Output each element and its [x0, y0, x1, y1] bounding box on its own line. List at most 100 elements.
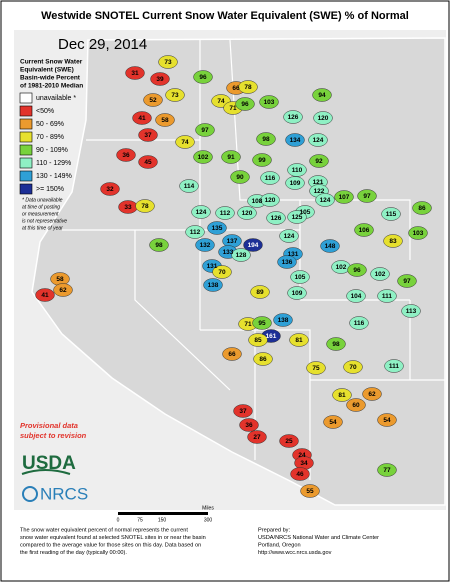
- basin-label: 78: [244, 84, 252, 91]
- basin: [235, 97, 255, 111]
- basin: [143, 93, 163, 107]
- basin-label: 194: [248, 242, 259, 249]
- scale-tick: 300: [204, 517, 213, 523]
- basin-label: 83: [389, 238, 397, 245]
- basin-label: 99: [258, 157, 266, 164]
- basin-label: 71: [229, 105, 237, 112]
- basin: [138, 155, 158, 169]
- basin: [135, 199, 155, 213]
- basin-label: 86: [259, 356, 267, 363]
- basin: [185, 225, 205, 239]
- basin: [252, 316, 272, 330]
- basin-label: 120: [318, 115, 329, 122]
- basin: [306, 361, 326, 375]
- basin-label: 102: [198, 154, 209, 161]
- basin-label: 113: [406, 308, 417, 315]
- basin-label: 124: [196, 209, 207, 216]
- basin: [377, 413, 397, 427]
- basin-label: 114: [184, 183, 195, 190]
- basin: [315, 193, 335, 207]
- basin-label: 78: [141, 203, 149, 210]
- basin-label: 25: [285, 438, 293, 445]
- basin: [347, 263, 367, 277]
- basin-label: 116: [265, 175, 276, 182]
- basin-label: 98: [332, 341, 340, 348]
- basin-label: 102: [375, 271, 386, 278]
- basin: [100, 182, 120, 196]
- legend-note: * Data unavailable: [22, 197, 63, 203]
- basin-label: 102: [336, 264, 347, 271]
- border: [134, 230, 231, 391]
- legend-label: 110 - 129%: [36, 160, 71, 167]
- basin: [277, 255, 297, 269]
- basin: [313, 111, 333, 125]
- basin-label: 62: [368, 391, 376, 398]
- scale-tick: 0: [117, 517, 120, 523]
- provisional: subject to revision: [20, 431, 87, 440]
- basin-label: 125: [292, 214, 303, 221]
- basin: [53, 283, 73, 297]
- basin-label: 70: [349, 364, 357, 371]
- basin: [132, 111, 152, 125]
- basin: [155, 113, 175, 127]
- basin: [283, 110, 303, 124]
- legend-title: of 1981-2010 Median: [20, 83, 83, 90]
- basin: [193, 150, 213, 164]
- basin: [287, 286, 307, 300]
- basin: [273, 313, 293, 327]
- basin-label: 85: [254, 337, 262, 344]
- basin-label: 128: [236, 252, 247, 259]
- basin-label: 120: [242, 210, 253, 217]
- basin: [343, 360, 363, 374]
- basin-label: 46: [296, 471, 304, 478]
- basin-label: 106: [359, 227, 370, 234]
- basin: [215, 206, 235, 220]
- basin: [193, 70, 213, 84]
- scale-tick: 75: [137, 517, 143, 523]
- basin: [320, 239, 340, 253]
- legend-swatch: [19, 157, 33, 169]
- basin-label: 111: [389, 363, 400, 370]
- footer-left: The snow water equivalent percent of nor…: [20, 527, 188, 533]
- basin: [279, 229, 299, 243]
- basin-label: 98: [155, 242, 163, 249]
- basin: [239, 418, 259, 432]
- basin: [287, 210, 307, 224]
- basin: [383, 234, 403, 248]
- basin: [285, 176, 305, 190]
- basin-label: 112: [220, 210, 231, 217]
- basin-label: 62: [59, 287, 67, 294]
- logo-drop: [22, 486, 38, 502]
- basin-label: 58: [161, 117, 169, 124]
- basin: [248, 333, 268, 347]
- basin: [290, 467, 310, 481]
- basin: [207, 221, 227, 235]
- basin-label: 81: [295, 337, 303, 344]
- basin-label: 136: [282, 259, 293, 266]
- basin: [308, 133, 328, 147]
- basin-label: 97: [363, 193, 371, 200]
- legend-title: Equivalent (SWE): [20, 67, 74, 74]
- legend-label: 90 - 109%: [36, 147, 68, 154]
- basin-label: 41: [138, 115, 146, 122]
- basin: [179, 179, 199, 193]
- basin: [397, 274, 417, 288]
- basin: [300, 484, 320, 498]
- basin-label: 124: [320, 197, 331, 204]
- basin-label: 138: [208, 282, 219, 289]
- legend-note: at time of posting: [22, 204, 60, 210]
- basin-label: 58: [56, 276, 64, 283]
- basin: [238, 80, 258, 94]
- basin: [266, 211, 286, 225]
- title: Westwide SNOTEL Current Snow Water Equiv…: [41, 10, 409, 22]
- legend-note: or measurement: [22, 211, 59, 217]
- basin: [231, 248, 251, 262]
- basin: [35, 288, 55, 302]
- basin: [116, 148, 136, 162]
- basin: [326, 337, 346, 351]
- basin: [175, 135, 195, 149]
- legend-label: <50%: [36, 108, 54, 115]
- basin-label: 97: [201, 127, 209, 134]
- legend-swatch: [19, 170, 33, 182]
